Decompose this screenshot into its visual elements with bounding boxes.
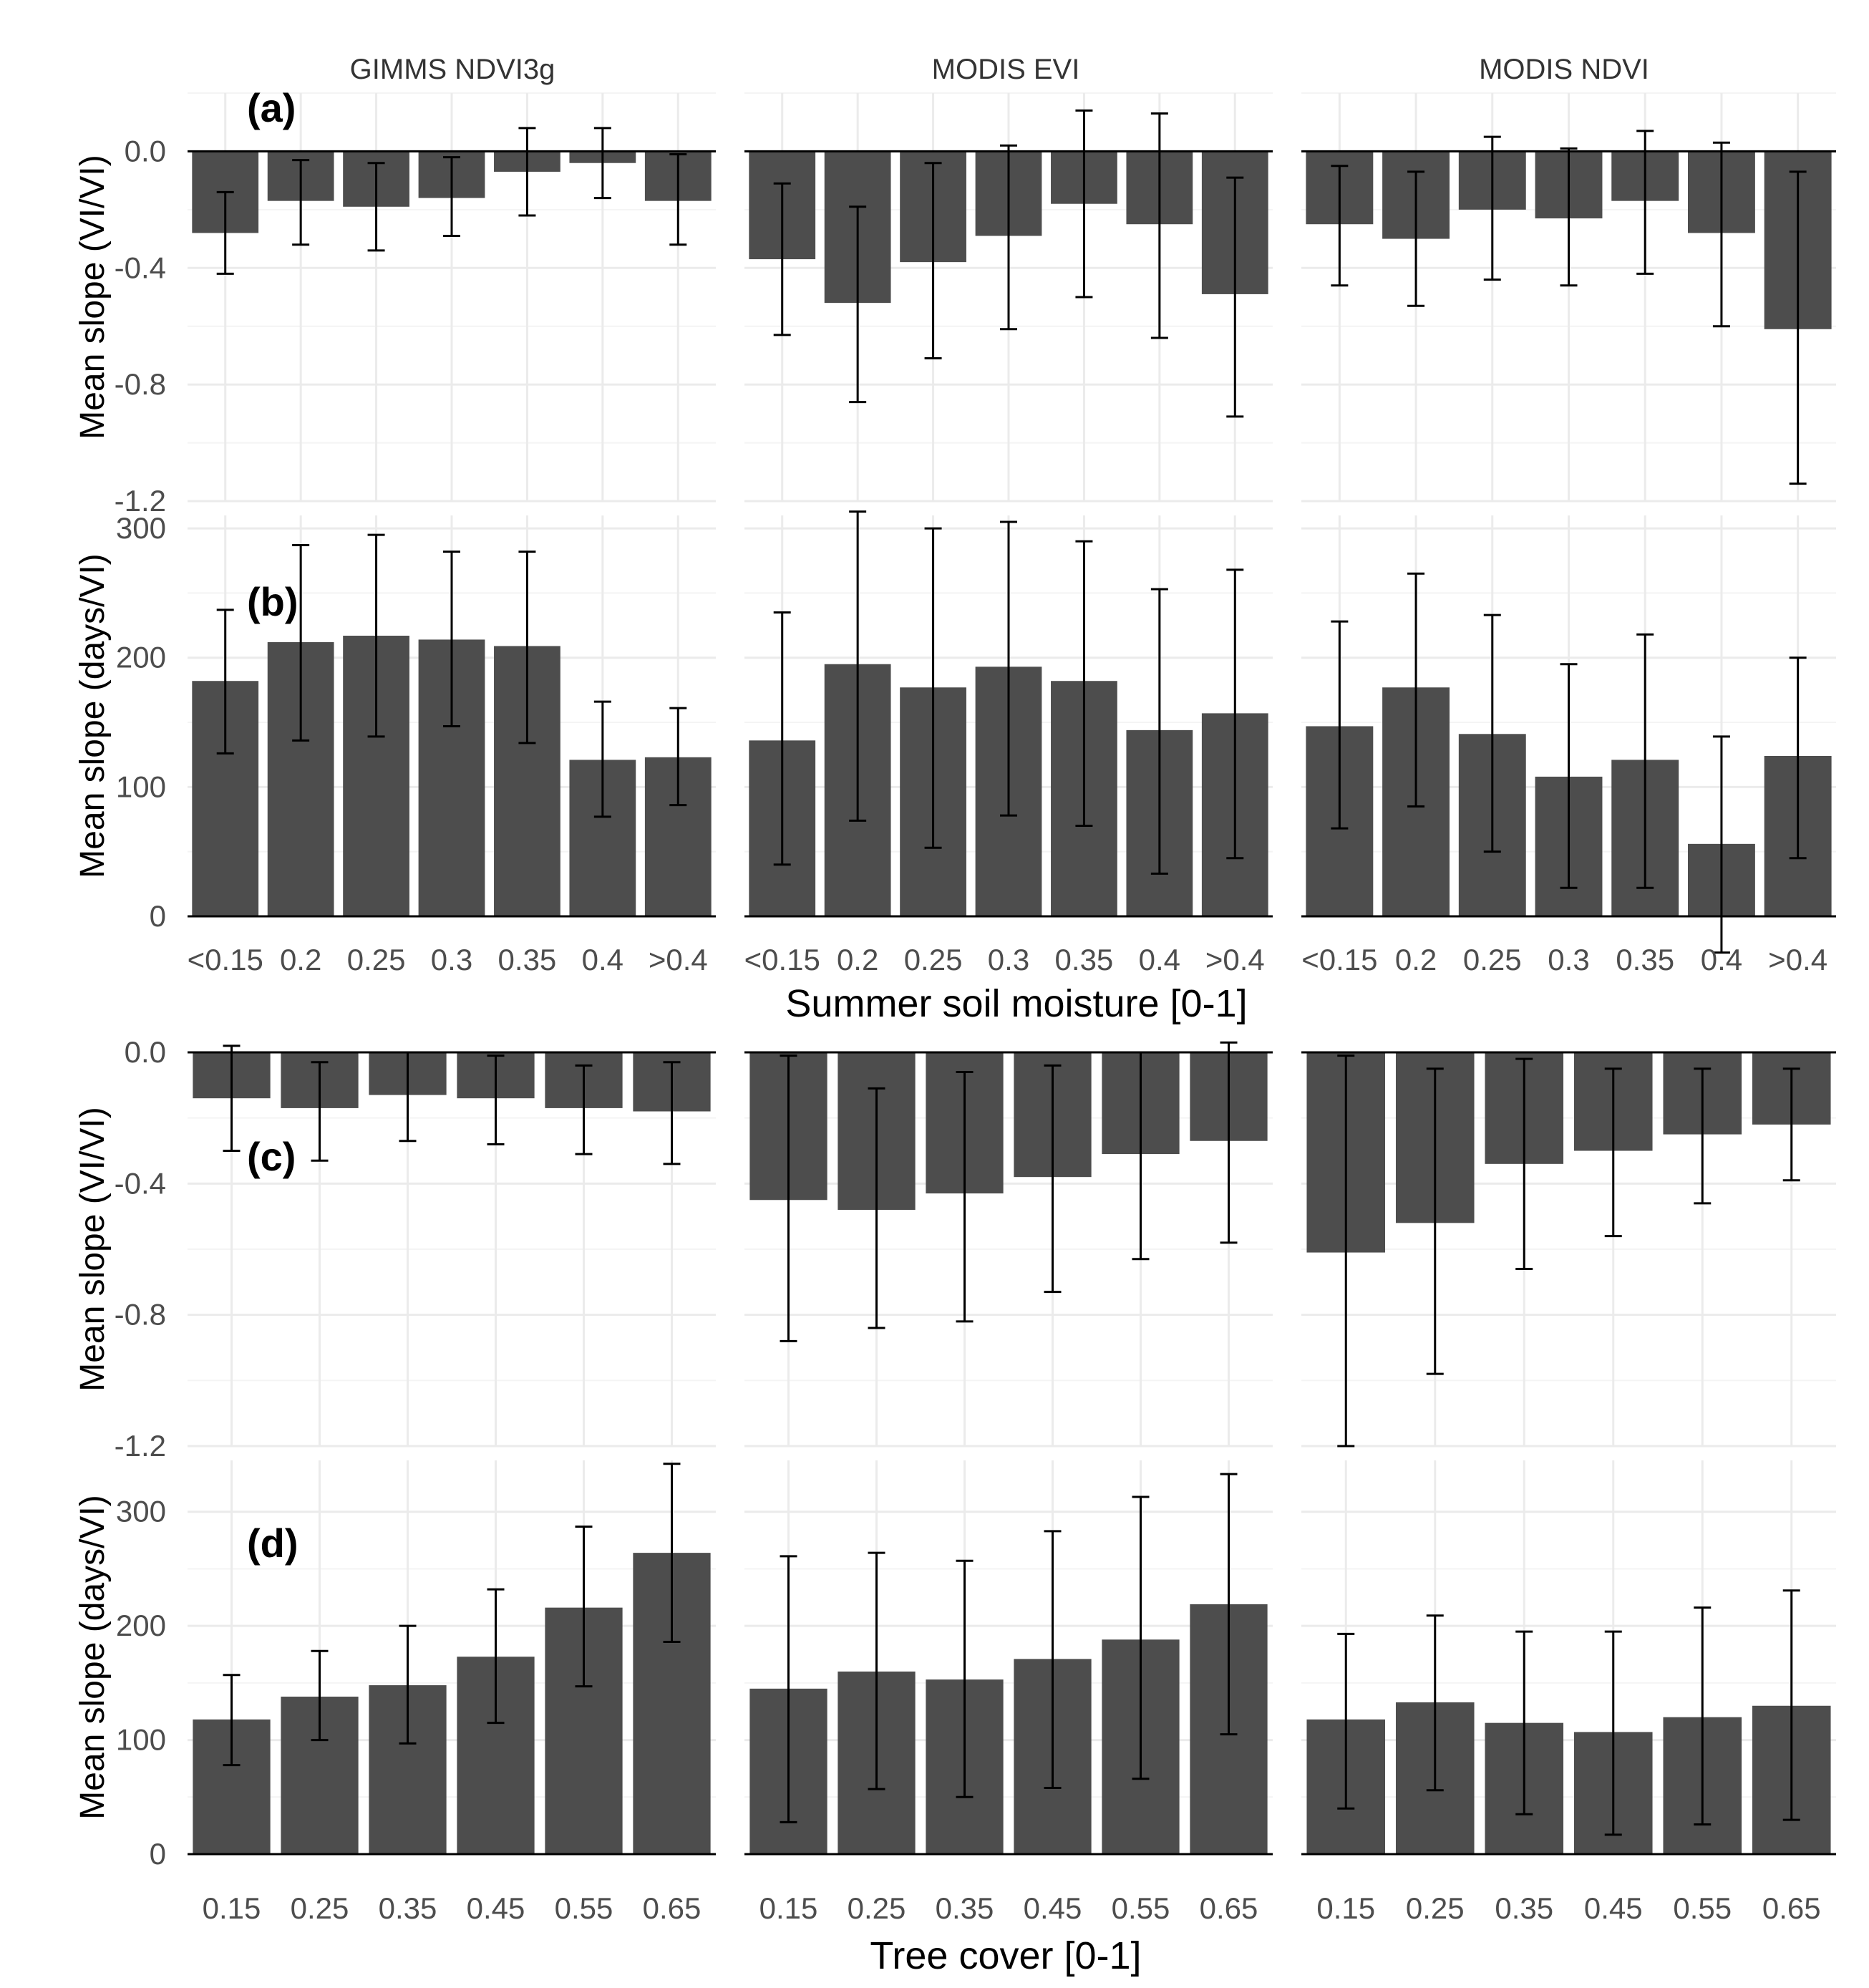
y-tick-label: -1.2 [115,484,166,518]
y-axis-title: Mean slope (days/VI) [74,1495,112,1820]
facet-2 [744,92,1273,503]
panel-row-4: Mean slope (days/VI) 0.15 0.25 0.35 0.45 0.55… [74,1460,1836,1925]
y-axis-title: Mean slope (VI/VI) [74,1107,112,1392]
x-tick-label: >0.4 [1768,943,1827,976]
panel-row-3: Mean slope (VI/VI) 0.0 -0.4 -0.8 -1.2 (c) [74,1035,1836,1463]
facet-1: <0.15 0.2 0.25 0.3 0.35 0.4 >0.4 [188,515,716,976]
y-tick-label: 0 [150,899,166,933]
x-tick-label: <0.15 [744,943,820,976]
panels: Mean slope (VI/VI)0.0-0.4-0.8-1.2(a)Mean… [74,85,1836,1925]
x-tick-label: 0.55 [1673,1891,1732,1925]
x-tick-label: 0.45 [1024,1891,1082,1925]
y-tick-label: -0.8 [115,367,166,401]
panel-row-2: Mean slope (days/VI) <0.15 0.2 0.25 0.3 0.35 0… [74,510,1836,976]
x-tick-label: 0.3 [988,943,1029,976]
y-tick-label: 0.0 [125,1035,166,1069]
facet-2: 0.15 0.25 0.35 0.45 0.55 0.65 [744,1460,1273,1925]
facet-2 [744,1041,1273,1448]
x-tick-label: 0.35 [936,1891,994,1925]
x-tick-label: 0.55 [1112,1891,1170,1925]
x-tick-label: 0.3 [1548,943,1589,976]
panel-label: (a) [247,85,296,130]
y-tick-label: 0.0 [125,134,166,168]
x-tick-label: 0.15 [203,1891,261,1925]
x-tick-label: 0.2 [280,943,321,976]
y-tick-label: -0.4 [115,1166,166,1200]
x-tick-label: 0.15 [1316,1891,1375,1925]
facet-title-modis-ndvi: MODIS NDVI [1479,54,1649,85]
x-tick-label: 0.25 [904,943,963,976]
x-tick-label: <0.15 [188,943,263,976]
y-tick-label: -1.2 [115,1429,166,1463]
y-tick-label: 200 [116,1609,166,1642]
panel-label: (d) [247,1521,298,1566]
x-tick-label: <0.15 [1301,943,1377,976]
x-tick-label: 0.4 [582,943,623,976]
x-tick-label: >0.4 [649,943,708,976]
x-tick-label: 0.25 [291,1891,349,1925]
x-tick-label: 0.4 [1701,943,1742,976]
y-tick-label: 100 [116,1723,166,1757]
x-tick-label: >0.4 [1205,943,1265,976]
x-tick-label: 0.65 [1762,1891,1821,1925]
y-tick-label: -0.4 [115,251,166,284]
facet-3 [1301,92,1836,503]
panel-row-1: Mean slope (VI/VI) 0.0 -0.4 -0.8 -1.2 (a) [74,85,1836,518]
y-axis-title: Mean slope (VI/VI) [74,155,112,440]
x-tick-label: 0.15 [759,1891,818,1925]
y-tick-label: 100 [116,770,166,803]
x-tick-label: 0.2 [837,943,878,976]
y-tick-label: 300 [116,1495,166,1528]
x-tick-label: 0.45 [467,1891,525,1925]
facet-title-gimms: GIMMS NDVI3g [350,54,555,85]
y-tick-label: 0 [150,1837,166,1871]
facet-3 [1301,1051,1836,1448]
x-tick-label: 0.35 [379,1891,437,1925]
facet-3: <0.15 0.2 0.25 0.3 0.35 0.4 >0.4 [1301,515,1836,976]
y-tick-label: 300 [116,511,166,545]
x-axis-title-top: Summer soil moisture [0-1] [785,982,1247,1025]
x-axis-title-bottom: Tree cover [0-1] [870,1934,1141,1977]
x-tick-label: 0.4 [1139,943,1180,976]
x-tick-label: 0.45 [1584,1891,1643,1925]
panel-label: (b) [247,579,298,624]
x-tick-label: 0.35 [1616,943,1674,976]
x-tick-label: 0.2 [1395,943,1437,976]
facet-title-modis-evi: MODIS EVI [932,54,1080,85]
x-tick-label: 0.25 [848,1891,906,1925]
facet-2: <0.15 0.2 0.25 0.3 0.35 0.4 >0.4 [744,510,1273,976]
x-tick-label: 0.25 [1406,1891,1465,1925]
x-tick-label: 0.55 [555,1891,613,1925]
x-tick-label: 0.25 [347,943,406,976]
facet-1: 0.15 0.25 0.35 0.45 0.55 0.65 [188,1460,716,1925]
x-tick-label: 0.35 [1055,943,1114,976]
x-tick-label: 0.3 [431,943,472,976]
facet-strips: GIMMS NDVI3g MODIS EVI MODIS NDVI [350,54,1649,85]
facet-3: 0.15 0.25 0.35 0.45 0.55 0.65 [1301,1460,1836,1925]
facet-1 [188,92,716,503]
facet-1 [188,1044,716,1448]
y-axis-title: Mean slope (days/VI) [74,553,112,878]
y-tick-label: -0.8 [115,1298,166,1332]
x-tick-label: 0.35 [1495,1891,1553,1925]
x-tick-label: 0.65 [643,1891,702,1925]
panel-label: (c) [247,1134,296,1179]
y-tick-label: 200 [116,641,166,674]
x-tick-label: 0.65 [1200,1891,1258,1925]
x-tick-label: 0.35 [498,943,557,976]
x-tick-label: 0.25 [1463,943,1522,976]
